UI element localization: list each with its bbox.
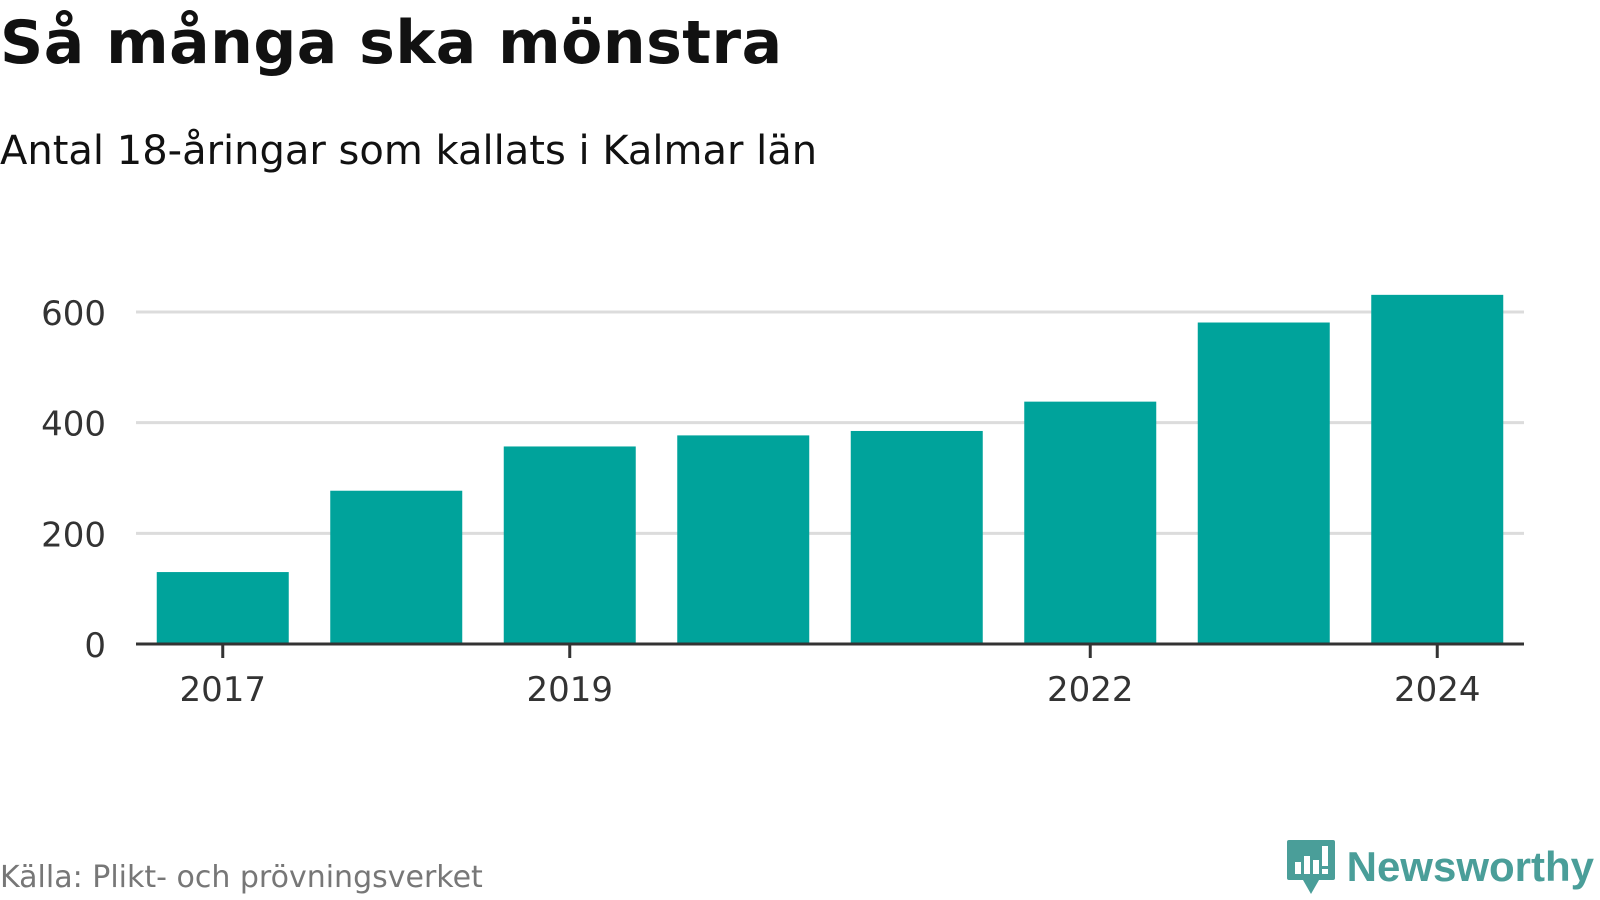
bar-2022 — [1024, 401, 1157, 644]
y-tick-label: 0 — [84, 626, 106, 666]
bar-2020 — [677, 435, 810, 644]
bar-2023 — [1197, 322, 1330, 644]
y-tick-label: 400 — [41, 405, 106, 445]
bar-2024 — [1371, 294, 1504, 644]
x-tick-label: 2024 — [1394, 670, 1481, 710]
y-tick-label: 600 — [41, 294, 106, 334]
newsworthy-logo: Newsworthy — [1285, 838, 1594, 896]
x-tick-label: 2019 — [526, 670, 613, 710]
chart-title: Så många ska mönstra — [0, 8, 783, 78]
source-note: Källa: Plikt- och prövningsverket — [0, 860, 483, 895]
axes: 0 200 400 600 2017 2019 2022 2024 — [41, 294, 1524, 710]
y-tick-label: 200 — [41, 515, 106, 555]
bars — [156, 294, 1504, 644]
chart-bubble-icon — [1286, 840, 1335, 894]
bar-2017 — [156, 572, 289, 644]
chart-subtitle: Antal 18-åringar som kallats i Kalmar lä… — [0, 128, 818, 174]
bar-2018 — [330, 490, 463, 644]
bar-2021 — [850, 430, 983, 644]
brand-name: Newsworthy — [1346, 843, 1594, 890]
bar-2019 — [503, 446, 636, 644]
x-tick-label: 2022 — [1047, 670, 1134, 710]
x-tick-label: 2017 — [179, 670, 266, 710]
